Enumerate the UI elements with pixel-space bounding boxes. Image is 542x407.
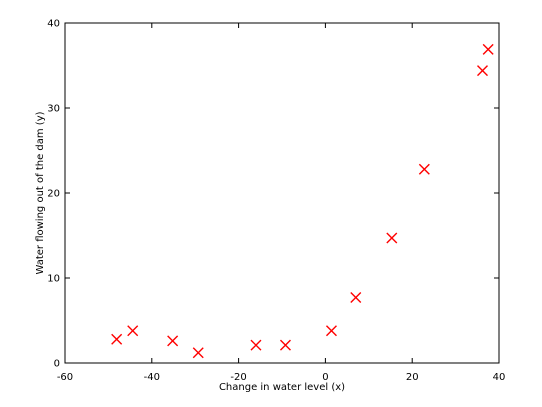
data-points bbox=[111, 43, 494, 359]
y-tick-label: 20 bbox=[47, 189, 60, 200]
plot-frame bbox=[64, 22, 500, 364]
x-tick-label: 20 bbox=[406, 372, 419, 383]
y-tick-label: 10 bbox=[47, 274, 60, 285]
data-point bbox=[127, 325, 139, 337]
axis-ticks: -60 -40 -20 0 20 40 0 10 20 30 40 bbox=[47, 19, 505, 384]
data-point bbox=[192, 347, 204, 359]
x-axis-label: Change in water level (x) bbox=[219, 382, 345, 393]
data-point bbox=[482, 43, 494, 55]
y-axis-label: Water flowing out of the dam (y) bbox=[35, 111, 46, 274]
data-point bbox=[111, 333, 123, 345]
x-tick-label: -60 bbox=[57, 372, 73, 383]
data-point bbox=[477, 65, 489, 77]
x-tick-label: 40 bbox=[493, 372, 506, 383]
y-tick-label: 30 bbox=[47, 104, 60, 115]
y-tick-label: 40 bbox=[47, 19, 60, 30]
data-point bbox=[350, 292, 362, 304]
x-tick-label: -40 bbox=[144, 372, 160, 383]
data-point bbox=[418, 163, 430, 175]
data-point bbox=[386, 232, 398, 244]
data-point bbox=[250, 339, 262, 351]
y-tick-label: 0 bbox=[54, 359, 60, 370]
data-point bbox=[167, 335, 179, 347]
data-point bbox=[279, 339, 291, 351]
x-tick-label: 0 bbox=[322, 372, 328, 383]
x-tick-label: -20 bbox=[230, 372, 246, 383]
data-point bbox=[325, 325, 337, 337]
